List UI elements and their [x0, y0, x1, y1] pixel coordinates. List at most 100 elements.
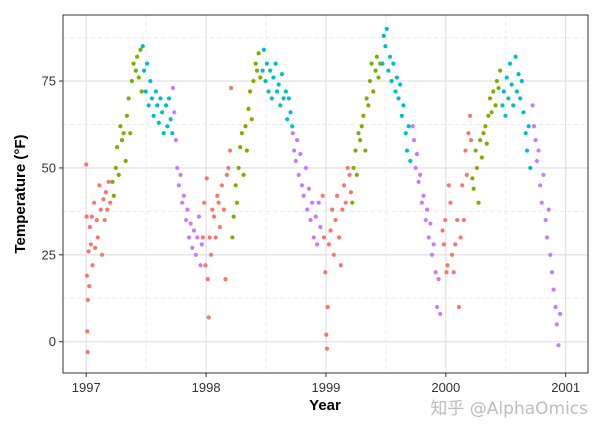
data-point	[403, 131, 408, 136]
data-point	[343, 200, 348, 205]
data-point	[195, 235, 200, 240]
data-point	[318, 224, 323, 230]
data-point	[188, 221, 193, 226]
data-point	[463, 148, 468, 153]
data-point	[376, 75, 381, 80]
data-point	[226, 165, 231, 171]
data-point	[486, 113, 491, 118]
data-point	[281, 96, 286, 101]
data-point	[118, 124, 123, 129]
data-point	[316, 200, 321, 205]
data-point	[228, 85, 234, 91]
data-point	[340, 207, 345, 212]
data-point	[558, 311, 563, 317]
data-point	[106, 179, 111, 184]
data-point	[303, 165, 309, 171]
data-point	[364, 96, 369, 101]
data-point	[183, 217, 189, 223]
data-point	[445, 263, 450, 268]
data-point	[124, 113, 130, 118]
data-point	[144, 61, 150, 66]
data-point	[186, 235, 192, 240]
data-point	[470, 176, 475, 181]
data-point	[271, 75, 276, 80]
data-point	[97, 183, 102, 188]
data-point	[389, 78, 394, 84]
data-point	[298, 151, 303, 157]
data-point	[103, 190, 109, 195]
data-point	[285, 117, 290, 122]
data-point	[261, 47, 266, 52]
data-point	[416, 179, 421, 184]
grid	[63, 15, 588, 373]
data-point	[539, 200, 544, 205]
watermark: 知乎 @AlphaOmics	[430, 399, 588, 419]
data-point	[86, 249, 91, 254]
data-point	[185, 207, 190, 212]
data-point	[336, 235, 342, 240]
data-point	[361, 113, 366, 118]
data-point	[279, 71, 285, 77]
data-point	[160, 110, 165, 115]
data-point	[513, 54, 518, 59]
data-point	[410, 124, 415, 129]
data-point	[351, 165, 356, 171]
data-point	[306, 186, 311, 191]
data-point	[244, 148, 249, 153]
data-point	[181, 193, 186, 198]
data-point	[541, 172, 546, 177]
data-point	[487, 96, 493, 101]
data-point	[202, 200, 207, 205]
data-point	[456, 304, 462, 310]
data-point	[131, 61, 136, 66]
data-point	[324, 332, 329, 337]
data-point	[85, 350, 90, 355]
data-point	[528, 165, 533, 171]
y-tick-label: 25	[42, 247, 56, 262]
data-point	[471, 186, 476, 191]
data-point	[500, 103, 505, 108]
data-point	[533, 138, 538, 143]
data-point	[128, 131, 133, 136]
x-axis: 1997 1998 1999 2000 2001	[72, 373, 580, 395]
data-points	[84, 26, 563, 355]
data-point	[310, 200, 315, 205]
data-point	[476, 200, 481, 205]
data-point	[519, 78, 524, 84]
data-point	[530, 103, 535, 108]
x-tick-label: 2001	[551, 380, 580, 395]
data-point	[93, 245, 98, 250]
data-point	[506, 96, 511, 101]
data-point	[413, 165, 418, 171]
data-point	[205, 277, 210, 282]
data-point	[396, 96, 401, 101]
data-point	[288, 110, 293, 115]
data-point	[193, 252, 199, 257]
data-point	[196, 214, 201, 219]
data-point	[444, 270, 449, 275]
data-point	[391, 61, 396, 66]
data-point	[293, 158, 298, 164]
data-point	[448, 200, 453, 205]
x-axis-label: Year	[309, 397, 341, 414]
data-point	[149, 96, 155, 101]
data-point	[216, 200, 221, 205]
data-point	[278, 103, 283, 108]
data-point	[326, 242, 332, 247]
y-axis: 0 25 50 75	[42, 74, 63, 349]
data-point	[273, 61, 278, 66]
data-point	[464, 172, 469, 177]
data-point	[246, 106, 251, 111]
y-tick-label: 0	[49, 334, 56, 349]
data-point	[236, 165, 241, 171]
data-point	[276, 82, 281, 87]
data-point	[373, 68, 378, 73]
data-point	[426, 235, 431, 240]
data-point	[153, 89, 158, 94]
data-point	[474, 165, 480, 171]
data-point	[443, 217, 448, 223]
data-point	[311, 235, 316, 240]
data-point	[366, 103, 371, 108]
data-point	[350, 200, 355, 205]
data-point	[230, 235, 235, 240]
